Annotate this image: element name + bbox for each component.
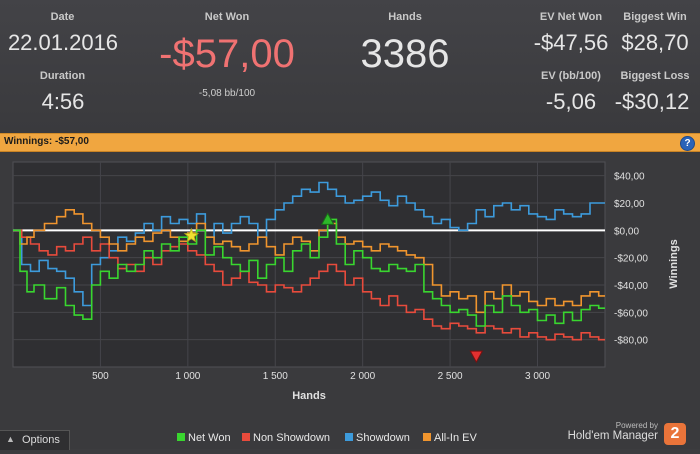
x-tick-label: 2 000 xyxy=(350,371,375,382)
chevron-up-icon: ▲ xyxy=(6,434,15,444)
series-group xyxy=(13,181,605,341)
legend-item-non-showdown[interactable]: Non Showdown xyxy=(242,432,330,444)
net-won-bb: -5,08 bb/100 xyxy=(198,88,256,99)
powered-by-text: Powered by xyxy=(615,421,658,430)
x-tick-label: 1 000 xyxy=(175,371,200,382)
brand-logo: Powered by Hold'em Manager 2 xyxy=(560,420,700,449)
legend-label-showdown: Showdown xyxy=(356,432,410,444)
legend-swatch-non-showdown xyxy=(242,433,250,441)
ev-net-won-label: EV Net Won xyxy=(539,11,603,23)
series-line-net-won xyxy=(13,218,605,327)
options-button[interactable]: ▲ Options xyxy=(0,430,70,450)
y-tick-label: $40,00 xyxy=(614,172,645,183)
star-marker xyxy=(183,227,200,243)
x-tick-label: 1 500 xyxy=(263,371,288,382)
net-won-value: -$57,00 xyxy=(159,32,295,76)
grid-lines xyxy=(13,162,605,367)
y-tick-label: -$20,00 xyxy=(614,254,648,265)
duration-value: 4:56 xyxy=(41,89,85,114)
hands-label: Hands xyxy=(388,11,422,23)
date-label: Date xyxy=(50,11,75,23)
net-won-label: Net Won xyxy=(204,11,250,23)
legend-label-all-in-ev: All-In EV xyxy=(434,432,477,444)
y-tick-label: $20,00 xyxy=(614,199,645,210)
legend-swatch-showdown xyxy=(345,433,353,441)
max-marker xyxy=(320,212,335,225)
plot-background xyxy=(12,161,606,368)
ev-bb-value: -5,06 xyxy=(545,89,597,114)
y-axis-title: Winnings xyxy=(668,239,680,288)
x-tick-label: 2 500 xyxy=(438,371,463,382)
x-tick-label: 500 xyxy=(92,371,109,382)
legend-swatch-all-in-ev xyxy=(423,433,431,441)
biggest-loss-value: -$30,12 xyxy=(614,89,690,114)
duration-label: Duration xyxy=(39,70,86,82)
brand-badge-icon: 2 xyxy=(664,423,686,445)
min-marker xyxy=(469,350,484,364)
legend-label-non-showdown: Non Showdown xyxy=(253,432,331,444)
legend-item-showdown[interactable]: Showdown xyxy=(345,432,410,444)
winnings-chart: $40,00 $20,00 $0,00 -$20,00 -$40,00 -$60,00 -$… xyxy=(12,161,680,402)
biggest-win-label: Biggest Win xyxy=(623,11,687,23)
series-line-showdown xyxy=(13,181,605,307)
hands-value: 3386 xyxy=(360,32,450,76)
y-tick-label: -$80,00 xyxy=(614,336,648,347)
legend-label-net-won: Net Won xyxy=(188,432,231,444)
chart-area: $40,00 $20,00 $0,00 -$20,00 -$40,00 -$60,00 -$… xyxy=(0,152,700,449)
options-label: Options xyxy=(22,434,60,446)
x-axis-title: Hands xyxy=(292,390,326,402)
ev-bb-label: EV (bb/100) xyxy=(541,70,601,82)
markers xyxy=(183,212,484,364)
x-tick-label: 3 000 xyxy=(525,371,550,382)
series-line-non-showdown xyxy=(13,229,605,341)
biggest-win-value: $28,70 xyxy=(621,30,689,55)
legend-swatch-net-won xyxy=(177,433,185,441)
legend-item-net-won[interactable]: Net Won xyxy=(177,432,231,444)
stats-header: Date 22.01.2016 Duration 4:56 Net Won -$… xyxy=(0,0,700,133)
winnings-text: Winnings: -$57,00 xyxy=(4,136,89,147)
help-icon[interactable]: ? xyxy=(680,136,695,151)
winnings-bar: Winnings: -$57,00 ? xyxy=(0,133,700,152)
y-tick-label: $0,00 xyxy=(614,226,639,237)
x-tick-labels: 500 1 000 1 500 2 000 2 500 3 000 xyxy=(92,371,550,382)
y-tick-label: -$60,00 xyxy=(614,308,648,319)
legend-item-all-in-ev[interactable]: All-In EV xyxy=(423,432,477,444)
ev-net-won-value: -$47,56 xyxy=(533,30,609,55)
biggest-loss-label: Biggest Loss xyxy=(620,70,690,82)
y-tick-label: -$40,00 xyxy=(614,281,648,292)
date-value: 22.01.2016 xyxy=(7,30,119,55)
y-tick-labels: $40,00 $20,00 $0,00 -$20,00 -$40,00 -$60,00 -$… xyxy=(614,172,648,347)
brand-name: Hold'em Manager xyxy=(567,430,658,442)
